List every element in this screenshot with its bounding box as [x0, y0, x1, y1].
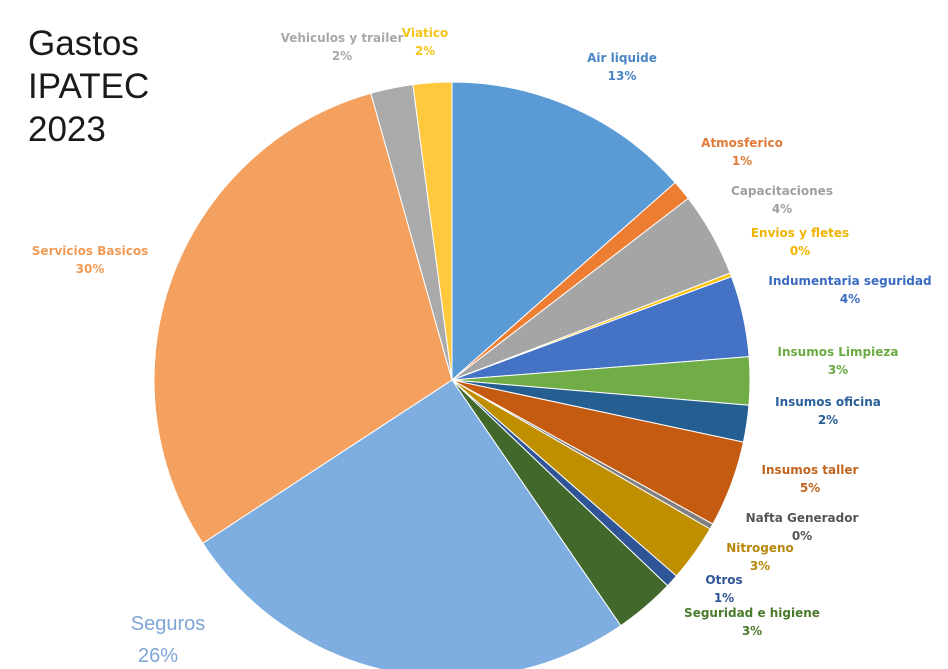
data-label-percent: 1% — [732, 154, 752, 168]
data-label-name: Air liquide — [587, 51, 657, 65]
data-label-percent: 2% — [415, 44, 435, 58]
data-label-percent: 1% — [714, 591, 734, 605]
pie-slice-servicios-basicos — [153, 92, 453, 545]
data-label-name: Otros — [705, 573, 742, 587]
data-label-name: Indumentaria seguridad — [768, 274, 931, 288]
data-label-percent: 2% — [332, 49, 352, 63]
data-label-percent: 2% — [818, 413, 838, 427]
data-label-percent: 0% — [790, 244, 810, 258]
data-label-percent: 5% — [800, 481, 820, 495]
data-label-percent: 13% — [608, 69, 637, 83]
pie-slices — [153, 81, 751, 669]
data-label-name: Atmosferico — [701, 136, 783, 150]
data-label-name: Insumos oficina — [775, 395, 881, 409]
data-label-name: Insumos Limpieza — [778, 345, 899, 359]
data-label-name: Seguros — [131, 613, 206, 635]
data-label-percent: 4% — [772, 202, 792, 216]
data-label-name: Vehiculos y trailer — [281, 31, 404, 45]
data-label-percent: 4% — [840, 292, 860, 306]
data-label-name: Nitrogeno — [726, 541, 794, 555]
data-label-percent: 3% — [750, 559, 770, 573]
data-label-percent: 3% — [828, 363, 848, 377]
data-label-percent: 26% — [138, 645, 178, 667]
data-label-name: Servicios Basicos — [32, 244, 148, 258]
data-labels: Air liquide 13% Atmosferico 1% Capacitacione… — [32, 26, 932, 667]
data-label-name: Seguridad e higiene — [684, 606, 820, 620]
data-label-name: Envios y fletes — [751, 226, 849, 240]
chart-title: Gastos IPATEC 2023 — [28, 24, 150, 149]
data-label-percent: 30% — [76, 262, 105, 276]
data-label-name: Insumos taller — [762, 463, 859, 477]
data-label-name: Viatico — [402, 26, 449, 40]
data-label-name: Capacitaciones — [731, 184, 833, 198]
pie-slice-viatico — [412, 81, 453, 381]
data-label-percent: 3% — [742, 624, 762, 638]
data-label-percent: 0% — [792, 529, 812, 543]
data-label-name: Nafta Generador — [746, 511, 859, 525]
pie-slice-seguros — [202, 379, 622, 669]
pie-slice-air-liquide — [451, 81, 676, 382]
